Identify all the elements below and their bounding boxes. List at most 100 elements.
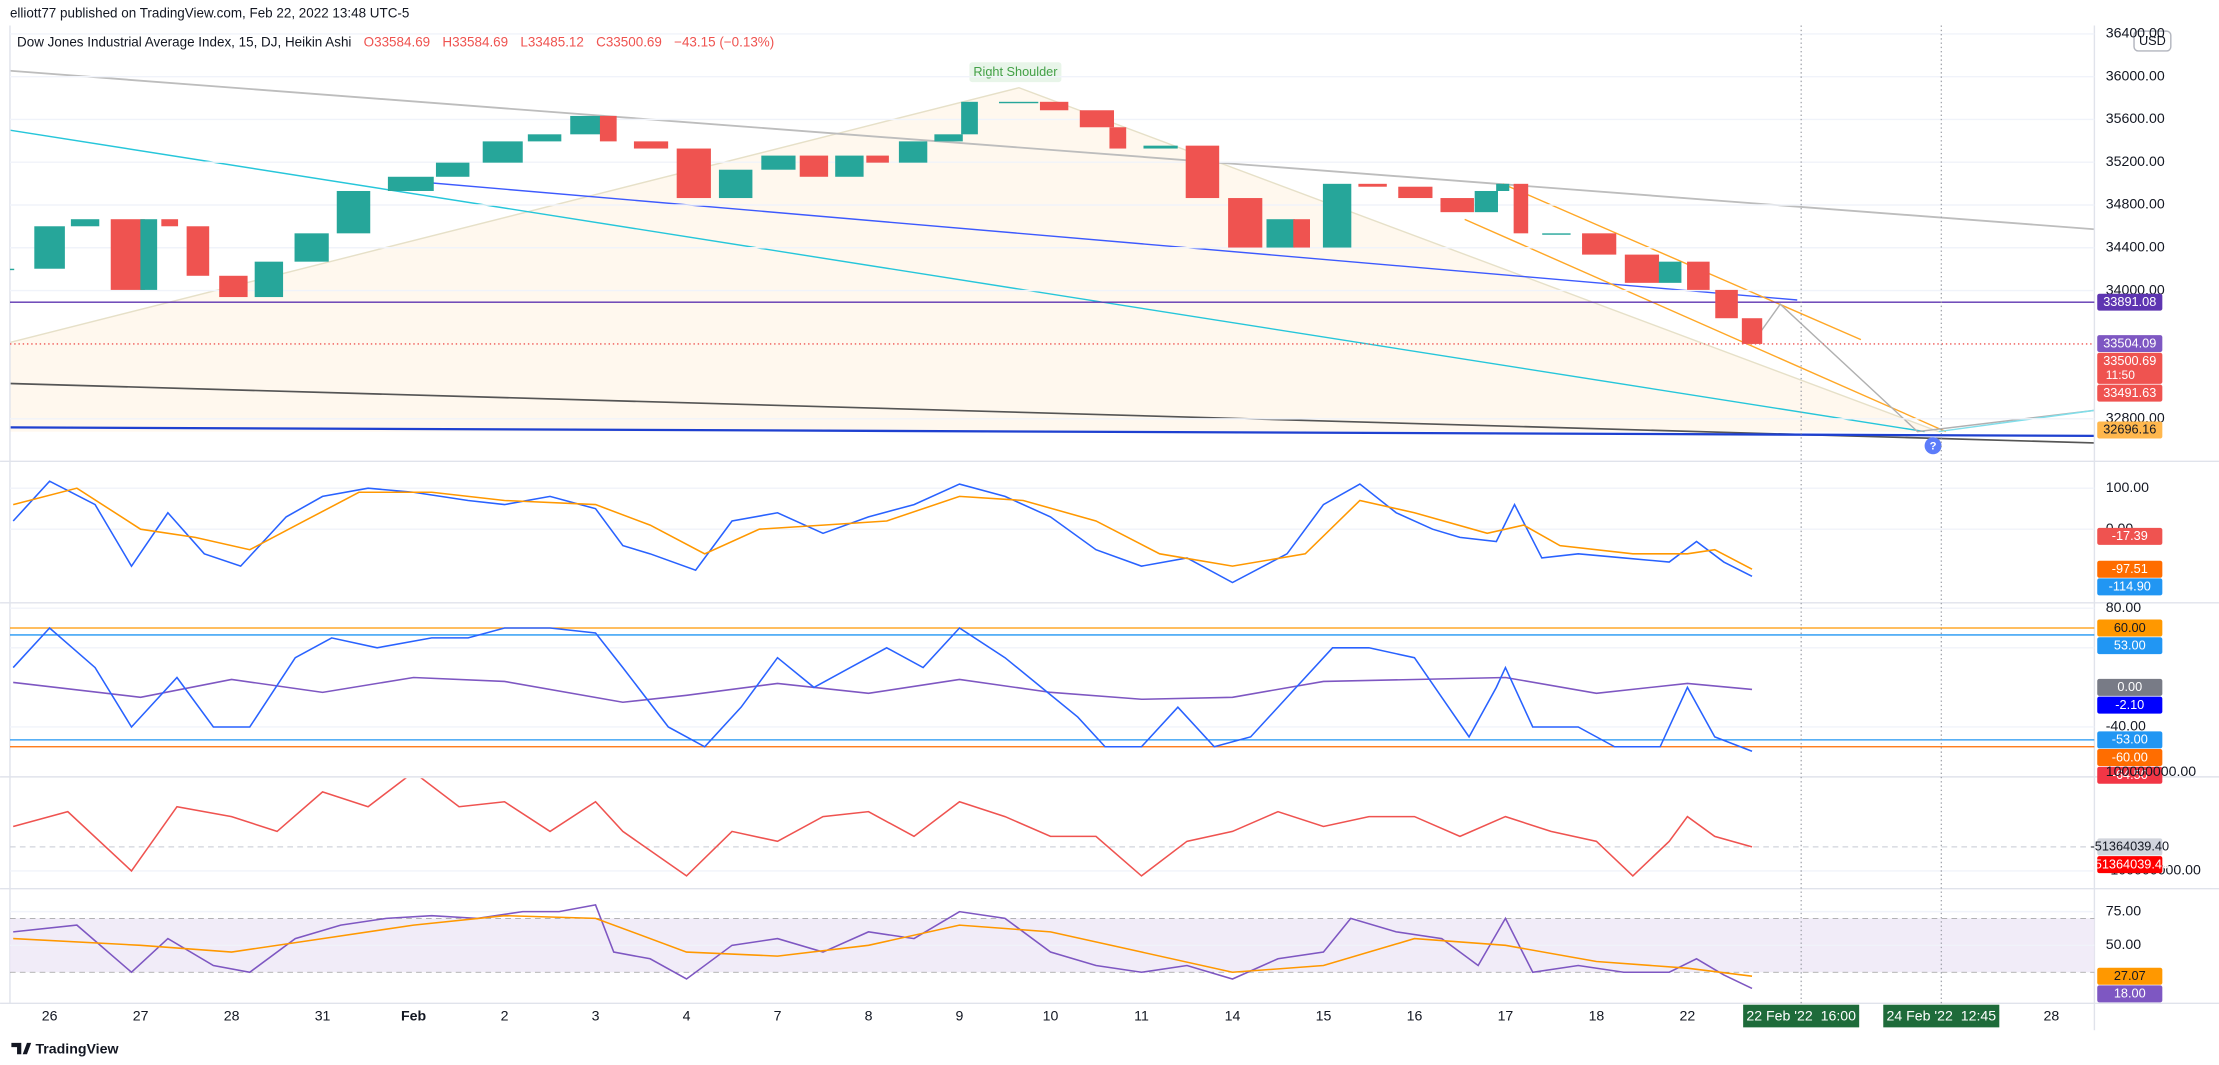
trend-line xyxy=(9,69,2095,231)
candle xyxy=(1266,219,1295,248)
x-tick-label: 18 xyxy=(1589,1007,1605,1023)
price-tag xyxy=(2097,838,2163,856)
x-tick-label: 2 xyxy=(501,1007,509,1023)
candle xyxy=(866,155,889,163)
pattern-fill xyxy=(9,87,1939,432)
y-tick-label: 100000000.00 xyxy=(2106,763,2197,779)
help-icon[interactable] xyxy=(1924,437,1942,455)
candle xyxy=(1715,289,1738,319)
x-tick-label: 10 xyxy=(1043,1007,1059,1023)
y-tick-label: 34800.00 xyxy=(2106,196,2165,212)
price-tag-label: -2.10 xyxy=(2115,697,2144,712)
time-marker-box xyxy=(1743,1004,1860,1028)
price-tag xyxy=(2097,696,2163,714)
candle xyxy=(1228,198,1263,248)
candle xyxy=(633,141,669,149)
y-tick-label: 35600.00 xyxy=(2106,110,2165,126)
candle xyxy=(1496,183,1510,191)
x-tick-label: 8 xyxy=(865,1007,873,1023)
price-tag xyxy=(2097,527,2163,545)
candle xyxy=(934,134,963,142)
candle xyxy=(1542,233,1571,235)
x-tick-label: 3 xyxy=(592,1007,600,1023)
y-tick-label: 75.00 xyxy=(2106,902,2142,918)
pane xyxy=(9,607,2095,752)
x-tick-label: 28 xyxy=(2044,1007,2060,1023)
candle xyxy=(110,219,145,290)
y-tick-label: 34400.00 xyxy=(2106,239,2165,255)
candle xyxy=(219,275,248,298)
brand-logo[interactable] xyxy=(11,1042,32,1055)
candle xyxy=(799,155,829,177)
candle xyxy=(676,148,711,199)
candle xyxy=(435,162,470,177)
price-tag-label: -64.50 xyxy=(2112,767,2148,782)
help-icon-glyph[interactable]: ? xyxy=(1930,440,1937,452)
candle xyxy=(9,268,15,271)
brand[interactable]: TradingView xyxy=(35,1041,119,1057)
x-tick-label: 27 xyxy=(133,1007,149,1023)
candle xyxy=(1513,183,1529,234)
price-tag xyxy=(2097,421,2163,439)
candle xyxy=(835,155,864,177)
symbol-legend: Dow Jones Industrial Average Index, 15, … xyxy=(17,34,774,49)
candle xyxy=(570,115,605,135)
price-tag xyxy=(2097,731,2163,749)
price-tag xyxy=(2097,619,2163,637)
price-tag-label: 0.00 xyxy=(2117,679,2142,694)
price-tag xyxy=(2097,967,2163,985)
series-line xyxy=(13,914,1753,977)
candle xyxy=(387,176,434,191)
pane xyxy=(9,904,2095,990)
candle xyxy=(1624,254,1660,283)
candle xyxy=(1474,190,1498,213)
candle xyxy=(761,155,796,170)
candle xyxy=(1582,233,1617,255)
candle xyxy=(34,226,65,269)
price-tag xyxy=(2097,335,2163,353)
pane xyxy=(9,778,2095,877)
series-line xyxy=(13,676,1753,704)
price-tag-label: -97.51 xyxy=(2112,561,2148,576)
candle xyxy=(599,115,617,142)
price-tag-label: 32696.16 xyxy=(2103,422,2156,437)
x-tick-label: 26 xyxy=(42,1007,58,1023)
price-tag-label: 27.07 xyxy=(2114,968,2146,983)
y-tick-label: 36000.00 xyxy=(2106,67,2165,83)
time-marker: 24 Feb '22 12:45 xyxy=(1886,1007,1996,1023)
channel-line xyxy=(1464,218,1947,433)
price-tag xyxy=(2097,293,2163,311)
price-tag-label: -60.00 xyxy=(2112,749,2148,764)
candle xyxy=(1143,145,1178,149)
candle xyxy=(294,233,329,262)
currency-box[interactable] xyxy=(2133,30,2172,52)
candle xyxy=(140,219,158,290)
price-tag-label: 53.00 xyxy=(2114,637,2146,652)
price-tag xyxy=(2097,578,2163,596)
currency[interactable]: USD xyxy=(2139,33,2166,48)
candle xyxy=(527,134,562,142)
price-tag-label: -114.90 xyxy=(2109,579,2151,594)
candle xyxy=(70,219,100,227)
price-tag-countdown: 11:50 xyxy=(2106,368,2135,382)
x-tick-label: 14 xyxy=(1225,1007,1241,1023)
trend-line xyxy=(410,180,1798,301)
candle xyxy=(718,169,753,199)
candle xyxy=(1185,145,1220,199)
ohlc-low: L33485.12 xyxy=(520,34,584,49)
x-tick-label: 16 xyxy=(1407,1007,1423,1023)
series-line xyxy=(13,487,1753,570)
price-tag-label: -17.39 xyxy=(2112,528,2148,543)
price-tag xyxy=(2097,985,2163,1003)
price-tag xyxy=(2097,560,2163,578)
price-tag xyxy=(2097,749,2163,767)
price-tag xyxy=(2097,352,2163,384)
candle xyxy=(1322,183,1352,248)
candle xyxy=(1039,101,1069,111)
trend-line xyxy=(9,382,2095,444)
candle xyxy=(186,226,210,276)
candle xyxy=(1440,198,1474,213)
x-tick-label: 9 xyxy=(956,1007,964,1023)
series-line xyxy=(12,778,1753,877)
